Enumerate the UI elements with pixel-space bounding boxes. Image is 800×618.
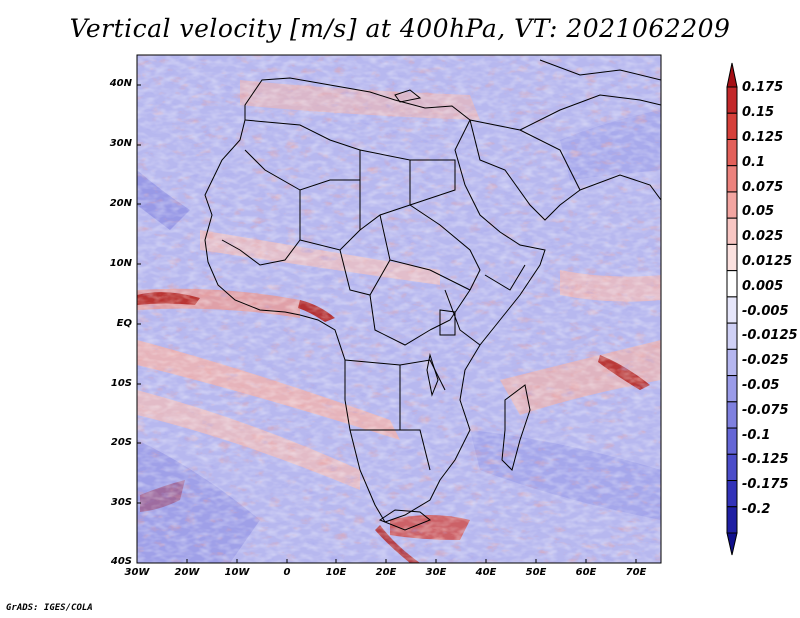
software-credit: GrADS: IGES/COLA (6, 603, 93, 613)
lon-label-10e: 10E (325, 567, 347, 578)
colorbar-segment (726, 427, 738, 455)
lat-label-eq: EQ (116, 318, 132, 329)
colorbar-label: 0.175 (742, 80, 784, 95)
lon-label-40e: 40E (475, 567, 497, 578)
colorbar-label: -0.1 (742, 428, 771, 443)
colorbar-label: 0.15 (742, 105, 775, 120)
colorbar-label: 0.0125 (742, 254, 793, 269)
lon-label-30w: 30W (124, 567, 150, 578)
lon-label-30e: 30E (425, 567, 447, 578)
colorbar-label: -0.025 (742, 353, 789, 368)
lon-label-20w: 20W (174, 567, 200, 578)
lon-label-10w: 10W (224, 567, 250, 578)
map-title: Vertical velocity [m/s] at 400hPa, VT: 2… (69, 14, 731, 43)
lon-label-70e: 70E (625, 567, 647, 578)
colorbar-segment (726, 86, 738, 114)
colorbar-segment (726, 165, 738, 193)
colorbar-segment (726, 217, 738, 245)
colorbar-label: 0.125 (742, 130, 784, 145)
colorbar-label: -0.075 (742, 403, 789, 418)
colorbar-segment (726, 375, 738, 403)
lat-label-30s: 30S (110, 497, 132, 508)
lat-label-40n: 40N (109, 78, 132, 89)
lat-label-10s: 10S (110, 378, 132, 389)
velocity-field (137, 55, 661, 563)
colorbar-segment (726, 138, 738, 167)
lat-label-20s: 20S (110, 437, 132, 448)
colorbar-segment (726, 191, 738, 219)
colorbar-label: 0.1 (742, 155, 766, 170)
lat-tick-marks (137, 84, 141, 564)
lat-label-20n: 20N (109, 198, 132, 209)
colorbar-label: -0.05 (742, 378, 780, 393)
colorbar-segment (726, 401, 738, 429)
colorbar-segment (726, 243, 738, 272)
colorbar-segment (726, 453, 738, 482)
lat-label-30n: 30N (109, 138, 132, 149)
lon-label-0: 0 (283, 567, 291, 578)
lon-tick-marks (136, 559, 637, 563)
colorbar-segment (726, 296, 738, 324)
coastline-outline (204, 59, 661, 531)
plot-frame (136, 54, 662, 564)
colorbar-label: -0.175 (742, 477, 789, 492)
colorbar-label: -0.0125 (742, 328, 798, 343)
lon-label-50e: 50E (525, 567, 547, 578)
colorbar-top-arrow (726, 62, 738, 88)
colorbar-label: 0.025 (742, 229, 784, 244)
colorbar-label: 0.075 (742, 180, 784, 195)
colorbar-label: 0.005 (742, 279, 784, 294)
colorbar-bottom-arrow (726, 532, 738, 556)
colorbar-segment (726, 112, 738, 140)
colorbar-segment (726, 480, 738, 508)
lat-label-40s: 40S (110, 556, 132, 567)
colorbar-label: -0.2 (742, 502, 771, 517)
colorbar-label: 0.05 (742, 204, 775, 219)
colorbar-segment (726, 506, 738, 534)
lon-label-60e: 60E (575, 567, 597, 578)
colorbar-label: -0.125 (742, 452, 789, 467)
lon-label-20e: 20E (375, 567, 397, 578)
colorbar-label: -0.005 (742, 304, 789, 319)
lat-label-10n: 10N (109, 258, 132, 269)
colorbar-segment (726, 322, 738, 350)
colorbar (726, 62, 738, 556)
colorbar-segment (726, 270, 738, 298)
colorbar-segment (726, 348, 738, 377)
